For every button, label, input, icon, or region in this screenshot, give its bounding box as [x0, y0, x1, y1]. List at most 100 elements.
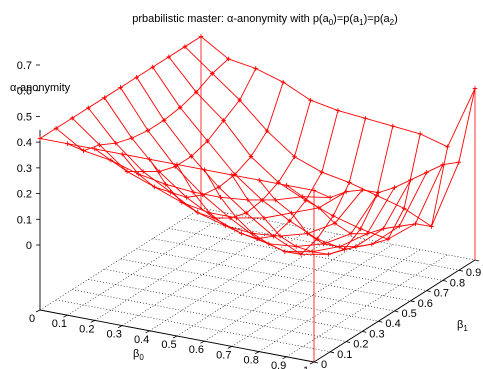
surface-point — [86, 105, 91, 111]
surface-line — [275, 199, 292, 214]
surface-point — [190, 189, 196, 195]
surface-point — [364, 231, 370, 237]
surface-point — [300, 194, 305, 199]
y-tick-label: 0.6 — [418, 298, 433, 310]
y-tick-mark — [442, 280, 447, 282]
y-tick-label: 0.4 — [385, 318, 400, 330]
surface-line — [296, 246, 313, 253]
x-axis-label: β0 — [133, 348, 144, 362]
surface-point — [305, 231, 310, 236]
surface-line — [286, 184, 303, 198]
x-tick-label: 0.8 — [244, 355, 259, 367]
surface-point — [193, 89, 199, 95]
surface-line — [266, 82, 284, 132]
surface-line — [266, 130, 295, 158]
surface-point — [229, 172, 235, 178]
surface-line — [344, 228, 361, 250]
surface-line — [252, 233, 270, 245]
surface-line — [94, 148, 123, 155]
surface-point — [314, 236, 320, 242]
surface-line — [211, 73, 241, 101]
surface-line — [300, 238, 318, 255]
surface-line — [218, 186, 247, 214]
surface-line — [392, 125, 421, 135]
surface-line — [420, 133, 448, 148]
surface-point — [392, 185, 397, 190]
surface-point — [380, 226, 386, 232]
surface-line — [382, 179, 411, 229]
surface-point — [280, 79, 286, 85]
z-tick-label: 0.6 — [17, 86, 32, 98]
surface-point — [408, 177, 413, 183]
surface-line — [176, 164, 194, 193]
surface-line — [71, 117, 100, 146]
surface-point — [321, 241, 326, 247]
surface-line — [278, 156, 295, 183]
surface-line — [158, 171, 187, 198]
surface-line — [115, 137, 132, 144]
surface-point — [316, 205, 322, 211]
surface-point — [216, 184, 222, 190]
surface-line — [55, 117, 73, 129]
surface-line — [186, 194, 203, 198]
surface-line — [365, 117, 393, 127]
surface-line — [202, 186, 219, 196]
surface-line — [168, 46, 186, 58]
surface-line — [258, 179, 276, 201]
floor-grid-line-x — [259, 249, 421, 352]
surface-point — [177, 105, 183, 110]
surface-line — [138, 173, 166, 185]
surface-point — [342, 246, 347, 252]
surface-line — [383, 225, 400, 230]
surface-line — [104, 87, 121, 99]
surface-point — [253, 66, 259, 71]
surface-line — [284, 251, 302, 255]
surface-point — [303, 198, 309, 203]
surface-line — [208, 212, 226, 227]
surface-line — [328, 248, 345, 255]
surface-line — [313, 190, 331, 198]
surface-point — [108, 157, 114, 163]
surface-line — [179, 107, 208, 142]
surface-point — [264, 128, 270, 134]
floor-grid-line-x — [204, 238, 366, 342]
surface-line — [104, 97, 133, 139]
surface-line — [334, 189, 363, 224]
surface-line — [360, 228, 389, 240]
surface-point — [330, 213, 336, 219]
surface-point — [234, 215, 239, 221]
surface-line — [426, 164, 443, 173]
surface-line — [195, 73, 213, 93]
x-tick-label: 0.2 — [79, 323, 94, 335]
surface-point — [174, 162, 180, 167]
y-tick-mark — [474, 259, 480, 262]
surface-line — [245, 212, 274, 237]
surface-line — [191, 140, 208, 157]
surface-line — [371, 238, 389, 245]
surface-line — [410, 171, 427, 181]
x-tick-mark — [200, 340, 205, 344]
surface-line — [268, 243, 286, 253]
surface-line — [168, 56, 197, 93]
surface-line — [323, 243, 340, 248]
surface-line — [181, 201, 210, 214]
surface-point — [319, 169, 325, 175]
y-tick-mark — [313, 361, 319, 364]
surface-point — [277, 233, 283, 239]
surface-point — [343, 189, 349, 194]
surface-line — [147, 130, 176, 167]
surface-line — [87, 107, 117, 144]
surface-point — [97, 142, 102, 148]
surface-line — [197, 212, 226, 227]
surface-point — [205, 138, 210, 144]
surface-point — [308, 97, 313, 103]
y-tick-mark — [394, 310, 399, 313]
surface-line — [202, 194, 231, 219]
y-tick-mark — [410, 300, 415, 303]
surface-line — [332, 182, 350, 217]
surface-line — [120, 87, 149, 131]
surface-line — [403, 207, 432, 227]
surface-line — [349, 182, 377, 196]
surface-line — [323, 233, 352, 245]
surface-point — [92, 146, 98, 152]
